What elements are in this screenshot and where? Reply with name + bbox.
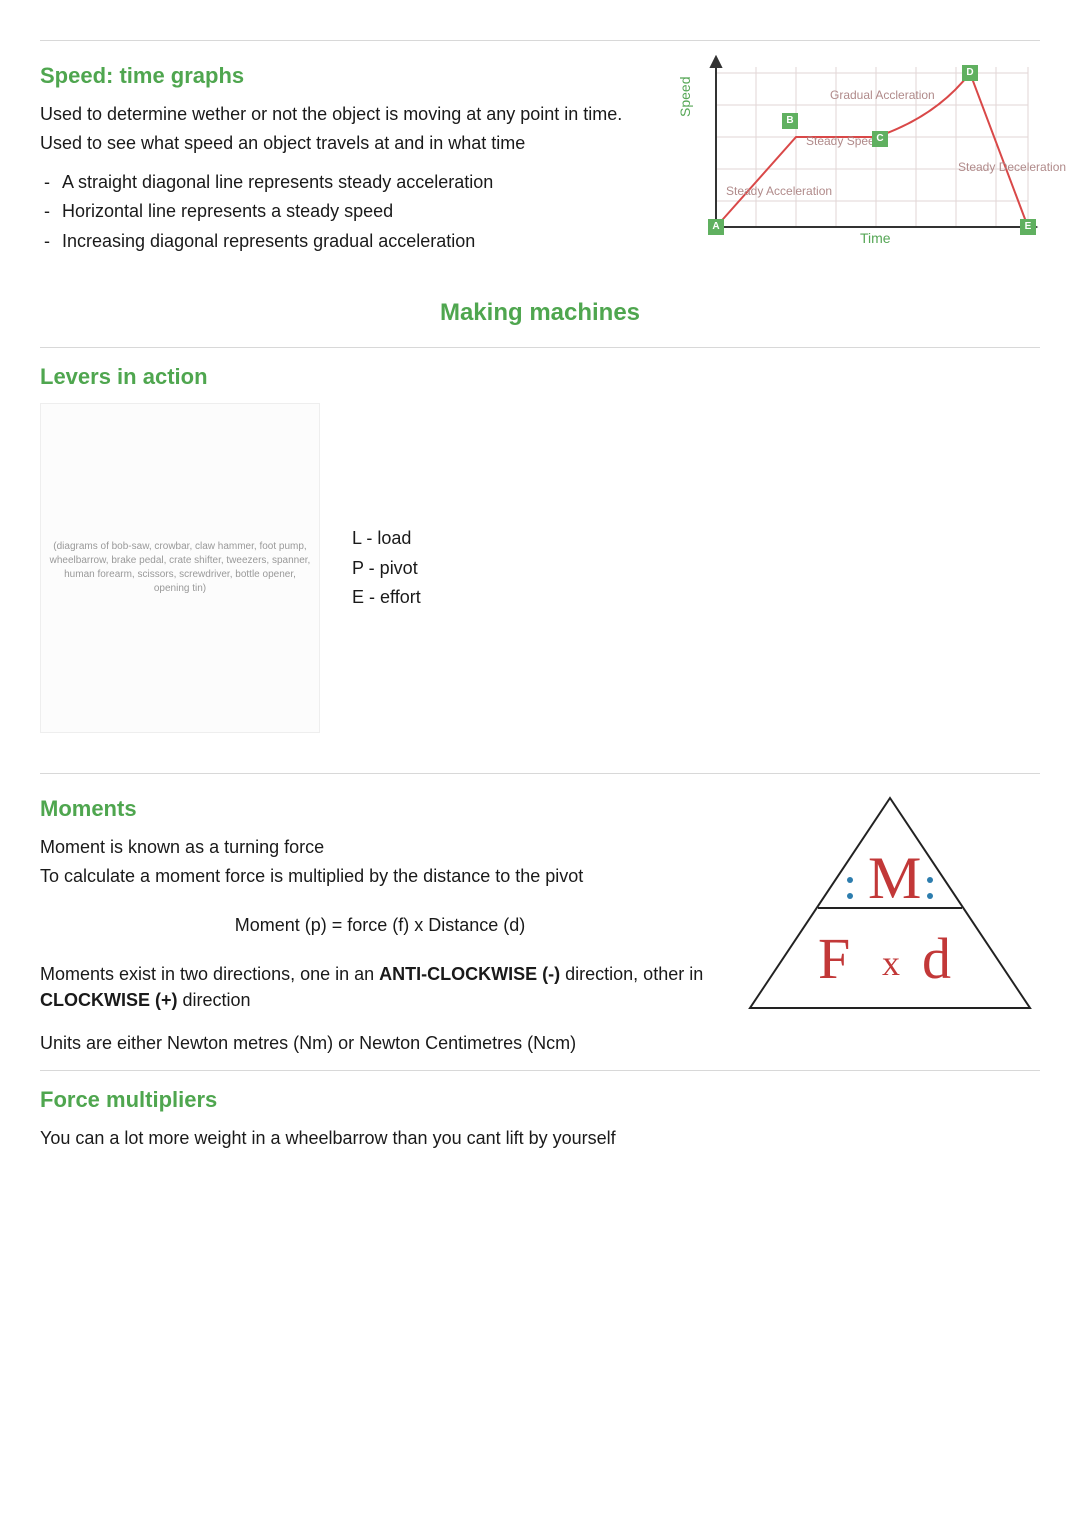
moments-p3: Moments exist in two directions, one in …	[40, 962, 720, 1012]
divider	[40, 773, 1040, 774]
speed-time-bullets: A straight diagonal line represents stea…	[40, 170, 650, 254]
moments-section: Moments Moment is known as a turning for…	[40, 788, 1040, 1060]
moments-triangle: M F x d	[740, 788, 1040, 1028]
divider	[40, 347, 1040, 348]
y-axis-label: Speed	[676, 77, 696, 117]
triangle-right: d	[922, 918, 951, 999]
divider	[40, 1070, 1040, 1071]
moments-formula: Moment (p) = force (f) x Distance (d)	[40, 913, 720, 938]
force-multipliers-p1: You can a lot more weight in a wheelbarr…	[40, 1126, 1040, 1151]
graph-node-d: D	[962, 65, 978, 81]
moments-p3e: direction	[178, 990, 251, 1010]
bullet-item: A straight diagonal line represents stea…	[40, 170, 650, 195]
force-multipliers-heading: Force multipliers	[40, 1085, 1040, 1116]
moments-p3b: ANTI-CLOCKWISE (-)	[379, 964, 560, 984]
speed-time-heading: Speed: time graphs	[40, 61, 650, 92]
speed-time-p2: Used to see what speed an object travels…	[40, 131, 650, 156]
bullet-item: Increasing diagonal represents gradual a…	[40, 229, 650, 254]
bullet-item: Horizontal line represents a steady spee…	[40, 199, 650, 224]
moments-p3a: Moments exist in two directions, one in …	[40, 964, 379, 984]
triangle-left: F	[818, 918, 850, 999]
speed-time-graph: Speed Time Steady Acceleration Steady Sp…	[670, 55, 1040, 245]
moments-p3c: direction, other in	[560, 964, 703, 984]
moments-p1: Moment is known as a turning force	[40, 835, 720, 860]
graph-node-c: C	[872, 131, 888, 147]
moments-p4: Units are either Newton metres (Nm) or N…	[40, 1031, 720, 1056]
legend-pivot: P - pivot	[352, 556, 421, 581]
levers-diagram-placeholder: (diagrams of bob-saw, crowbar, claw hamm…	[40, 403, 320, 733]
graph-label-steady-speed: Steady Speed	[806, 133, 881, 150]
triangle-mid: x	[882, 938, 900, 988]
divider	[40, 40, 1040, 41]
graph-node-e: E	[1020, 219, 1036, 235]
moments-p2: To calculate a moment force is multiplie…	[40, 864, 720, 889]
moments-heading: Moments	[40, 794, 720, 825]
levers-heading: Levers in action	[40, 362, 1040, 393]
levers-section: (diagrams of bob-saw, crowbar, claw hamm…	[40, 403, 1040, 733]
legend-effort: E - effort	[352, 585, 421, 610]
graph-label-steady-accel: Steady Acceleration	[726, 183, 832, 200]
x-axis-label: Time	[860, 229, 891, 249]
triangle-top: M	[868, 836, 921, 920]
graph-label-steady-decel: Steady Deceleration	[958, 159, 1066, 176]
legend-load: L - load	[352, 526, 421, 551]
moments-p3d: CLOCKWISE (+)	[40, 990, 178, 1010]
graph-label-gradual-accel: Gradual Accleration	[830, 87, 935, 104]
graph-node-a: A	[708, 219, 724, 235]
levers-legend: L - load P - pivot E - effort	[352, 522, 421, 614]
graph-node-b: B	[782, 113, 798, 129]
speed-time-p1: Used to determine wether or not the obje…	[40, 102, 650, 127]
page-title-making-machines: Making machines	[40, 296, 1040, 330]
speed-time-section: Speed: time graphs Used to determine wet…	[40, 55, 1040, 260]
